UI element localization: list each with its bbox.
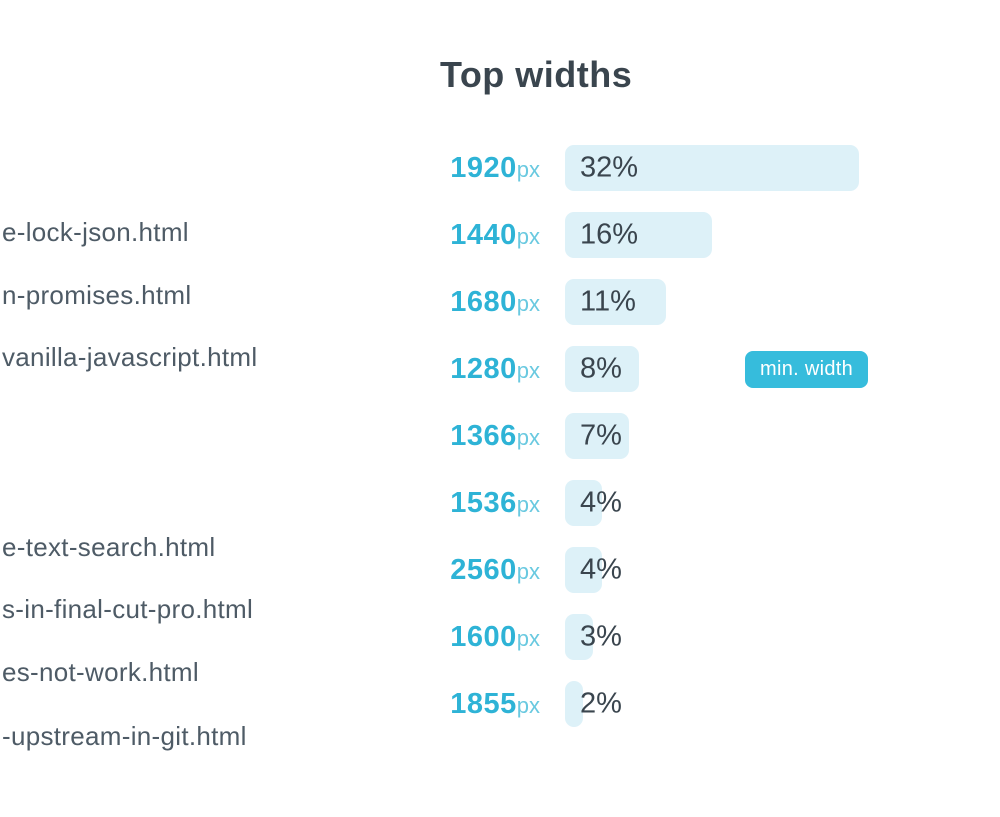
chart-row: 1536px 4% [440, 480, 1000, 526]
width-unit: px [516, 290, 540, 316]
width-unit: px [516, 625, 540, 651]
chart-row: 1680px 11% [440, 279, 1000, 325]
percentage-bar[interactable] [565, 547, 602, 593]
width-unit: px [516, 558, 540, 584]
percentage-bar[interactable] [565, 212, 713, 258]
width-label: 1920px [440, 152, 540, 185]
page-link[interactable]: e-text-search.html [2, 532, 216, 562]
width-unit: px [516, 223, 540, 249]
percentage-label: 4% [580, 486, 622, 519]
width-unit: px [516, 357, 540, 383]
chart-row: 1600px 3% [440, 614, 1000, 660]
bar-track: 7% [565, 413, 1000, 459]
width-value: 1855 [450, 687, 517, 720]
width-value: 1536 [450, 486, 517, 519]
bar-track: 4% [565, 480, 1000, 526]
bar-track: 3% [565, 614, 1000, 660]
width-value: 1680 [450, 285, 517, 318]
percentage-label: 32% [580, 151, 639, 184]
percentage-label: 8% [580, 352, 622, 385]
percentage-label: 3% [580, 620, 622, 653]
width-label: 1440px [440, 219, 540, 252]
percentage-bar[interactable] [565, 413, 630, 459]
chart-row: 1855px 2% [440, 681, 1000, 727]
chart-row: 1366px 7% [440, 413, 1000, 459]
width-unit: px [516, 692, 540, 718]
min-width-badge: min. width [745, 351, 869, 388]
bar-track: 2% [565, 681, 1000, 727]
percentage-bar[interactable] [565, 614, 593, 660]
chart-row: 2560px 4% [440, 547, 1000, 593]
width-unit: px [516, 156, 540, 182]
width-label: 1855px [440, 688, 540, 721]
bar-track: 16% [565, 212, 1000, 258]
percentage-label: 4% [580, 553, 622, 586]
bar-track: 11% [565, 279, 1000, 325]
width-value: 1600 [450, 620, 517, 653]
page-link[interactable]: vanilla-javascript.html [2, 342, 258, 372]
chart-title: Top widths [440, 54, 633, 95]
bar-track: 32% [565, 145, 1000, 191]
width-label: 1680px [440, 286, 540, 319]
percentage-label: 16% [580, 218, 639, 251]
percentage-label: 2% [580, 687, 622, 720]
width-value: 1440 [450, 218, 517, 251]
page-link[interactable]: -upstream-in-git.html [2, 721, 247, 751]
width-unit: px [516, 424, 540, 450]
bar-track: 4% [565, 547, 1000, 593]
width-value: 1366 [450, 419, 517, 452]
width-unit: px [516, 491, 540, 517]
percentage-bar[interactable] [565, 346, 639, 392]
width-value: 2560 [450, 553, 517, 586]
bar-track: 8% [565, 346, 1000, 392]
chart-row: 1920px 32% [440, 145, 1000, 191]
width-label: 1600px [440, 621, 540, 654]
percentage-label: 11% [580, 285, 636, 318]
width-label: 1366px [440, 420, 540, 453]
width-label: 1536px [440, 487, 540, 520]
width-label: 1280px [440, 353, 540, 386]
page-link[interactable]: s-in-final-cut-pro.html [2, 594, 254, 624]
percentage-bar[interactable] [565, 681, 584, 727]
width-label: 2560px [440, 554, 540, 587]
width-value: 1920 [450, 151, 517, 184]
chart-row: 1280px 8% [440, 346, 1000, 392]
page-link[interactable]: es-not-work.html [2, 657, 199, 687]
page-link[interactable]: e-lock-json.html [2, 217, 189, 247]
page-link[interactable]: n-promises.html [2, 280, 192, 310]
percentage-bar[interactable] [565, 480, 602, 526]
percentage-bar[interactable] [565, 279, 667, 325]
percentage-bar[interactable] [565, 145, 860, 191]
percentage-label: 7% [580, 419, 622, 452]
chart-row: 1440px 16% [440, 212, 1000, 258]
width-value: 1280 [450, 352, 517, 385]
